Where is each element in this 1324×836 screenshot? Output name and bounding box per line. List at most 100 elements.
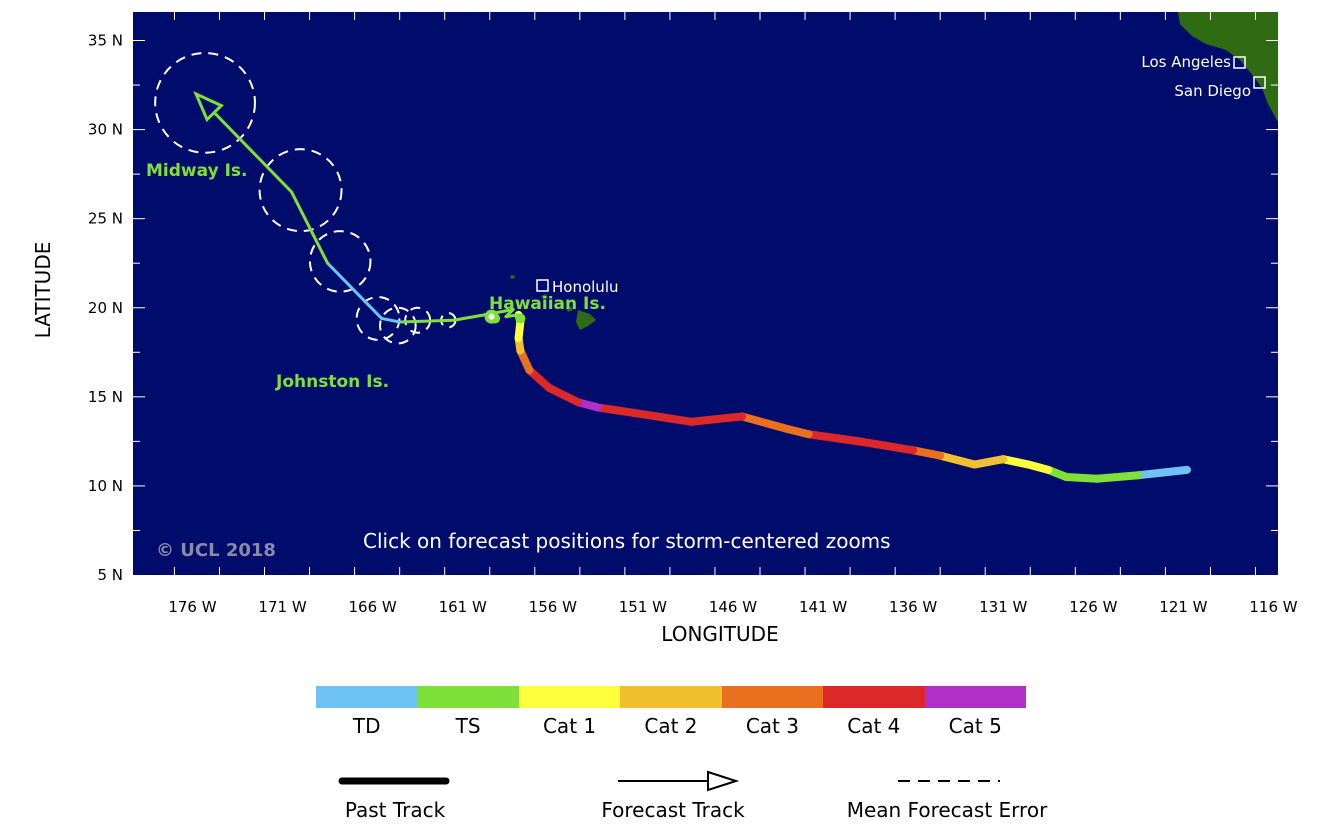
mean-error-swatch	[898, 780, 1000, 782]
intensity-label: Cat 2	[644, 714, 698, 738]
lat-tick-label: 15 N	[88, 388, 123, 406]
track-legend: Past Track Forecast Track Mean Forecast …	[300, 768, 1100, 832]
intensity-label: Cat 1	[542, 714, 597, 738]
san-diego-label: San Diego	[1174, 82, 1251, 100]
past-track-segment[interactable]	[545, 383, 583, 407]
forecast-error-circle	[379, 306, 417, 345]
forecast-error-circle	[308, 230, 372, 293]
lon-tick-label: 126 W	[1069, 598, 1117, 616]
y-axis-title: LATITUDE	[31, 242, 55, 339]
zoom-hint: Click on forecast positions for storm-ce…	[363, 529, 891, 553]
intensity-swatch	[823, 686, 925, 708]
forecast-error-circle	[154, 51, 256, 154]
lon-tick-label: 146 W	[709, 598, 757, 616]
lat-tick-label: 10 N	[88, 477, 123, 495]
past-track-segment[interactable]	[737, 412, 792, 433]
oahu-island	[541, 294, 548, 299]
past-track-segment[interactable]	[1062, 473, 1101, 483]
past-track-swatch	[338, 777, 450, 785]
forecast-track-segment[interactable]	[326, 261, 384, 320]
past-track-segment[interactable]	[970, 455, 1008, 469]
intensity-swatch	[721, 686, 824, 708]
intensity-swatch	[417, 686, 519, 708]
mean-error-legend: Mean Forecast Error	[812, 768, 1082, 822]
past-track-segment[interactable]	[593, 403, 638, 417]
san-diego-marker[interactable]	[1253, 76, 1266, 89]
lat-tick-label: 30 N	[88, 121, 123, 139]
intensity-labels: TD TS Cat 1 Cat 2 Cat 3 Cat 4 Cat 5	[316, 714, 1026, 738]
past-track-segment[interactable]	[629, 408, 696, 426]
tick-labels: 176 W 171 W 166 W 161 W 156 W 151 W 146 W 141 W…	[88, 32, 1298, 616]
past-track-segment[interactable]	[1092, 471, 1143, 483]
lon-tick-label: 161 W	[439, 598, 487, 616]
intensity-label: Cat 4	[847, 714, 901, 738]
johnston-label: Johnston Is.	[275, 372, 389, 392]
past-track-segment[interactable]	[687, 412, 746, 426]
hawaiian-islands-label: Hawaiian Is.	[489, 294, 606, 314]
intensity-color-bar	[316, 686, 1026, 708]
ocean-background	[133, 12, 1278, 575]
past-track-segment[interactable]	[936, 451, 979, 469]
forecast-position-dot[interactable]	[515, 313, 526, 324]
lon-tick-label: 141 W	[799, 598, 847, 616]
lat-tick-label: 35 N	[88, 32, 123, 50]
tick-marks	[133, 12, 1278, 575]
lon-tick-label: 166 W	[349, 598, 397, 616]
forecast-track-segment[interactable]	[452, 313, 486, 322]
past-track-segment[interactable]	[999, 455, 1033, 469]
mean-error-label: Mean Forecast Error	[846, 798, 1048, 822]
lon-tick-label: 171 W	[258, 598, 306, 616]
los-angeles-marker[interactable]	[1233, 56, 1246, 69]
intensity-label: TD	[352, 714, 381, 738]
lat-tick-label: 20 N	[88, 299, 123, 317]
lon-tick-label: 121 W	[1159, 598, 1207, 616]
lon-tick-label: 116 W	[1249, 598, 1297, 616]
past-track-segment[interactable]	[855, 437, 918, 455]
forecast-error-circle	[258, 148, 343, 233]
forecast-position-dots[interactable]	[484, 309, 526, 324]
current-position-dot[interactable]	[488, 313, 495, 320]
lon-tick-label: 131 W	[979, 598, 1027, 616]
lon-tick-label: 136 W	[889, 598, 937, 616]
lat-tick-label: 25 N	[88, 210, 123, 228]
forecast-track-segment[interactable]	[380, 316, 402, 324]
los-angeles-label: Los Angeles	[1141, 53, 1231, 71]
hawaii-big-island	[576, 310, 596, 330]
lon-tick-label: 156 W	[529, 598, 577, 616]
intensity-legend: TD TS Cat 1 Cat 2 Cat 3 Cat 4 Cat 5	[316, 686, 1026, 738]
intensity-swatch	[316, 686, 418, 708]
lon-tick-label: 151 W	[619, 598, 667, 616]
past-track-label: Past Track	[344, 798, 446, 822]
past-track-segment[interactable]	[804, 430, 864, 446]
honolulu-label: Honolulu	[552, 278, 619, 296]
intensity-label: Cat 3	[745, 714, 799, 738]
forecast-track-label: Forecast Track	[601, 798, 745, 822]
midway-label: Midway Is.	[146, 161, 247, 181]
forecast-error-circle	[355, 296, 401, 341]
copyright-text: © UCL 2018	[156, 540, 276, 561]
honolulu-marker[interactable]	[536, 279, 549, 292]
intensity-label: Cat 5	[948, 714, 1002, 738]
maui-island	[566, 306, 573, 312]
forecast-track-segment[interactable]	[290, 190, 330, 265]
lon-tick-label: 176 W	[168, 598, 216, 616]
forecast-track-segment[interactable]	[398, 318, 456, 324]
intensity-swatch	[924, 686, 1026, 708]
past-track-segment[interactable]	[525, 366, 554, 392]
x-axis-title: LONGITUDE	[661, 622, 778, 646]
kauai-island	[510, 275, 515, 279]
past-track-segment[interactable]	[1134, 465, 1192, 480]
past-track[interactable]	[514, 310, 1192, 483]
forecast-track-legend: Forecast Track	[568, 768, 778, 822]
past-track-segment[interactable]	[909, 446, 945, 460]
past-track-legend: Past Track	[300, 768, 490, 822]
intensity-label: TS	[455, 714, 481, 738]
lat-tick-label: 5 N	[97, 566, 123, 584]
intensity-swatch	[518, 686, 621, 708]
intensity-swatch	[620, 686, 722, 708]
forecast-track-arrow-icon	[618, 770, 740, 792]
land-layer	[510, 12, 1278, 330]
forecast-arrow-head[interactable]	[193, 90, 224, 123]
california-landmass	[1178, 12, 1278, 122]
